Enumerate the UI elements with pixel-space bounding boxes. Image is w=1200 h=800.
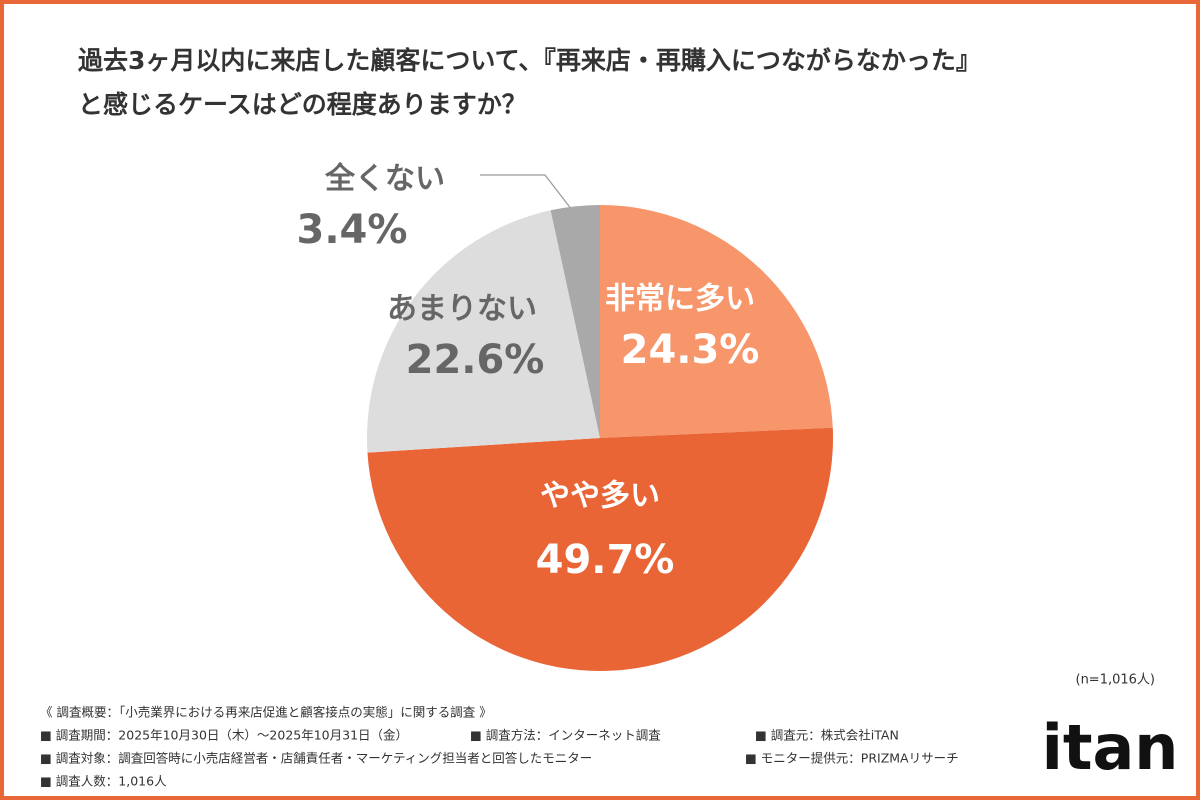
value-label: 49.7%: [536, 537, 675, 583]
footer-text: ■ 調査人数：1,016人: [40, 774, 167, 789]
chart-title: 過去3ヶ月以内に来店した顧客について、『再来店・再購入につながらなかった』: [78, 46, 981, 75]
value-label: 22.6%: [406, 337, 545, 383]
pie-slice: [367, 427, 833, 671]
slice-label: やや多い: [540, 479, 660, 514]
slice-label: あまりない: [387, 292, 537, 327]
slice-label: 非常に多い: [605, 282, 755, 317]
slice-label: 全くない: [324, 162, 445, 197]
footer-text: ■ 調査期間：2025年10月30日（木）〜2025年10月31日（金）: [40, 728, 408, 743]
sample-note: (n=1,016人): [1076, 673, 1156, 688]
pie-slice: [550, 205, 600, 438]
value-label: 3.4%: [297, 207, 408, 253]
value-label: 24.3%: [621, 327, 760, 373]
footer-text: ■ 調査対象：調査回答時に小売店経営者・店舗責任者・マーケティング担当者と回答し…: [40, 751, 592, 766]
pie-slice: [600, 205, 833, 438]
chart-title: と感じるケースはどの程度ありますか？: [78, 90, 527, 119]
leader-line: [480, 174, 573, 211]
pie-slice: [367, 210, 600, 453]
logo: itan: [1042, 711, 1179, 784]
footer-text: 《 調査概要：「小売業界における再来店促進と顧客接点の実態」に関する調査 》: [40, 705, 492, 720]
footer-text: ■ 調査元：株式会社iTAN: [755, 728, 899, 743]
footer-text: ■ モニター提供元：PRIZMAリサーチ: [745, 751, 959, 766]
footer-text: ■ 調査方法：インターネット調査: [470, 728, 661, 743]
